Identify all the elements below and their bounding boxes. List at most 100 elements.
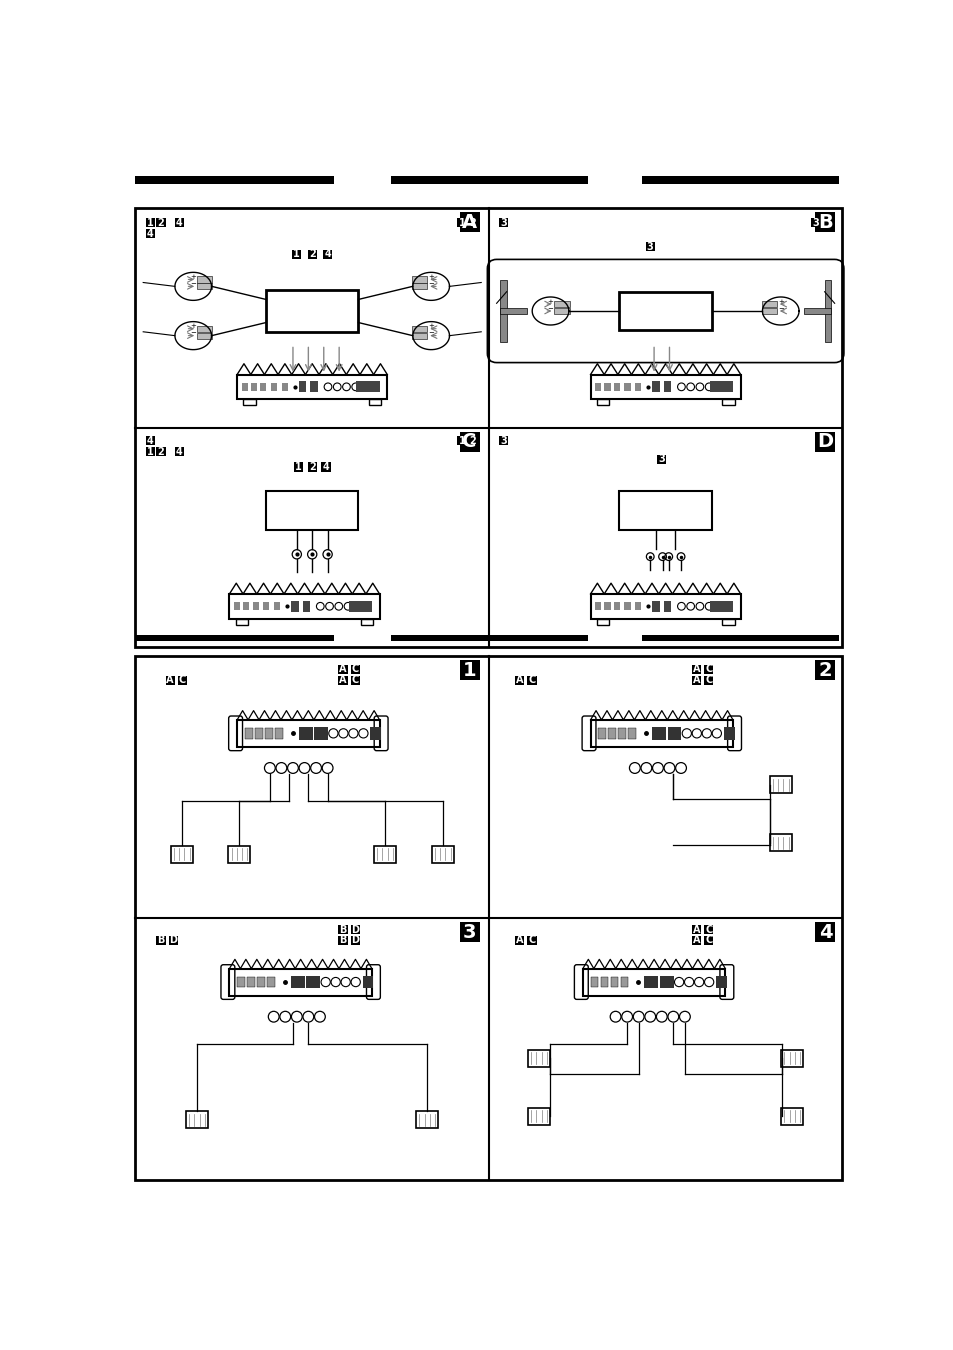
Bar xyxy=(657,455,666,464)
Bar xyxy=(412,325,427,332)
Bar xyxy=(803,308,830,315)
Text: 3: 3 xyxy=(499,217,506,228)
Bar xyxy=(624,602,630,610)
Bar xyxy=(237,374,387,400)
Bar xyxy=(146,447,154,456)
Bar xyxy=(721,618,734,625)
Text: B: B xyxy=(339,936,346,945)
Bar xyxy=(659,976,673,988)
Bar xyxy=(459,432,479,451)
Bar xyxy=(146,219,154,227)
Bar xyxy=(370,728,381,740)
Bar xyxy=(500,308,527,315)
Bar xyxy=(314,728,328,740)
Bar xyxy=(307,250,316,259)
Bar xyxy=(338,675,347,684)
Bar xyxy=(291,601,298,612)
Text: A: A xyxy=(339,664,346,675)
Bar xyxy=(338,936,347,945)
Text: 2: 2 xyxy=(157,217,164,228)
Bar xyxy=(456,436,466,446)
Bar xyxy=(618,491,711,529)
Text: +: + xyxy=(190,274,196,279)
Text: 1: 1 xyxy=(147,217,153,228)
Bar xyxy=(267,976,274,987)
Bar xyxy=(781,1107,802,1125)
Text: −: − xyxy=(547,305,553,312)
Text: 2: 2 xyxy=(157,447,164,456)
Bar xyxy=(456,219,466,227)
Bar xyxy=(135,634,334,641)
Bar xyxy=(598,728,605,738)
Text: 4: 4 xyxy=(147,436,153,446)
Bar xyxy=(590,720,732,747)
Text: C: C xyxy=(528,675,535,686)
Bar xyxy=(298,382,306,393)
Bar xyxy=(266,491,358,529)
Text: A: A xyxy=(516,675,523,686)
Text: 2: 2 xyxy=(469,436,476,446)
Bar xyxy=(652,728,665,740)
Bar xyxy=(228,845,251,863)
Bar xyxy=(459,660,479,680)
Text: D: D xyxy=(169,936,177,945)
Bar xyxy=(271,383,277,390)
Bar xyxy=(554,301,569,308)
Bar xyxy=(667,728,680,740)
Bar xyxy=(146,436,154,446)
Bar xyxy=(815,922,835,942)
Bar xyxy=(716,976,726,988)
Text: A: A xyxy=(339,675,346,686)
Bar xyxy=(703,936,713,945)
Bar xyxy=(595,383,600,390)
Bar xyxy=(610,976,618,987)
Text: −: − xyxy=(428,331,434,336)
Text: 1: 1 xyxy=(294,462,301,472)
Text: C: C xyxy=(704,925,712,934)
Text: A: A xyxy=(692,936,700,945)
Bar xyxy=(374,845,395,863)
Bar xyxy=(298,728,313,740)
Bar xyxy=(604,602,610,610)
Bar xyxy=(691,664,700,674)
Text: −: − xyxy=(190,331,196,336)
Bar xyxy=(590,374,740,400)
Bar xyxy=(663,382,671,393)
Text: 2: 2 xyxy=(818,660,831,679)
Text: 1: 1 xyxy=(147,447,153,456)
Bar xyxy=(645,242,654,251)
Text: C: C xyxy=(178,675,186,686)
Text: 2: 2 xyxy=(309,462,315,472)
Text: +: + xyxy=(777,298,782,305)
Bar xyxy=(307,462,316,471)
Bar xyxy=(620,976,628,987)
Bar xyxy=(412,277,427,282)
Bar xyxy=(604,383,610,390)
Bar xyxy=(641,176,839,184)
Bar xyxy=(254,728,262,738)
Text: 1: 1 xyxy=(458,436,465,446)
Text: 4: 4 xyxy=(147,228,153,239)
Bar xyxy=(391,176,588,184)
Text: 1: 1 xyxy=(294,250,300,259)
Bar xyxy=(369,400,381,405)
Bar xyxy=(635,602,640,610)
Bar xyxy=(263,602,269,610)
Text: 1: 1 xyxy=(462,660,476,679)
Bar xyxy=(596,400,608,405)
Text: A: A xyxy=(692,925,700,934)
Text: 3: 3 xyxy=(658,454,664,464)
Text: A: A xyxy=(461,212,476,232)
Bar xyxy=(412,332,427,339)
Bar xyxy=(527,1050,550,1066)
Bar xyxy=(233,602,240,610)
Bar xyxy=(781,1050,802,1066)
Bar xyxy=(600,976,608,987)
Bar xyxy=(703,675,713,684)
Bar xyxy=(166,675,174,684)
Bar xyxy=(156,936,166,945)
Bar xyxy=(237,720,379,747)
Bar xyxy=(635,383,640,390)
Text: D: D xyxy=(351,936,359,945)
Bar xyxy=(156,219,166,227)
